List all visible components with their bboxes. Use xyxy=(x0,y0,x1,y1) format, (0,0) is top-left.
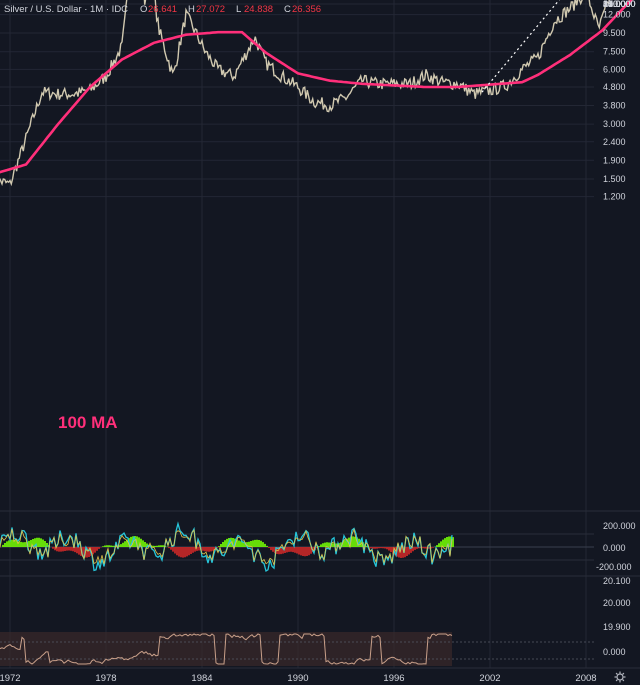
y-tick-label: 130.000 xyxy=(603,0,636,9)
osc1-yellow-line xyxy=(0,528,453,566)
y-tick-label: 210.000 xyxy=(603,0,636,9)
symbol-header: Silver / U.S. Dollar · 1M · IDC O 26.641 H… xyxy=(4,4,321,15)
ma-annotation-label: 100 MA xyxy=(58,413,118,432)
x-tick-label: 1972 xyxy=(0,673,21,684)
osc2-label-0: 0.000 xyxy=(603,647,626,657)
time-axis[interactable]: 1972197819841990199620022008201420202026… xyxy=(0,673,640,684)
x-tick-label: 1996 xyxy=(383,673,404,684)
y-tick-label: 170.000 xyxy=(603,0,636,9)
ma-100-line xyxy=(0,0,633,174)
osc1-label-neg200: -200.000 xyxy=(596,562,632,572)
y-tick-label: 7.500 xyxy=(603,47,626,57)
ohlc-value: 24.838 xyxy=(244,4,273,15)
osc2-label-20000: 20.000 xyxy=(603,598,631,608)
osc1-label-200: 200.000 xyxy=(603,521,636,531)
y-tick-label: 64.000 xyxy=(603,0,631,9)
y-tick-label: 6.000 xyxy=(603,64,626,74)
x-tick-label: 2002 xyxy=(479,673,500,684)
x-tick-label: 1978 xyxy=(95,673,116,684)
y-tick-label: 2.400 xyxy=(603,137,626,147)
y-tick-label: 1.200 xyxy=(603,192,626,202)
price-pane[interactable]: 100 MA xyxy=(0,0,640,432)
y-tick-label: 1.500 xyxy=(603,174,626,184)
x-tick-label: 1984 xyxy=(191,673,212,684)
ohlc-value: 26.356 xyxy=(292,4,321,15)
ohlc-key: L xyxy=(236,4,241,15)
gear-icon[interactable] xyxy=(614,671,626,683)
osc2-line xyxy=(0,633,453,665)
osc1-label-0: 0.000 xyxy=(603,543,626,553)
symbol-title: Silver / U.S. Dollar · 1M · IDC xyxy=(4,4,128,15)
price-gridlines xyxy=(0,3,594,198)
y-tick-label: 100.000 xyxy=(603,0,636,9)
x-tick-label: 2008 xyxy=(575,673,596,684)
osc2-label-19900: 19.900 xyxy=(603,622,631,632)
ohlc-value: 26.641 xyxy=(148,4,177,15)
y-tick-label: 30.000 xyxy=(603,0,631,9)
ohlc-key: C xyxy=(284,4,291,15)
y-tick-label: 1.900 xyxy=(603,155,626,165)
ohlc-key: O xyxy=(140,4,147,15)
y-tick-label: 24.000 xyxy=(603,0,631,9)
ohlc-key: H xyxy=(188,4,195,15)
oscillator-pane-2[interactable]: 20.100 20.000 19.900 0.000 xyxy=(0,576,631,666)
osc2-label-20100: 20.100 xyxy=(603,576,631,586)
ohlc-values: O 26.641 H 27.072 L 24.838 C 26.356 xyxy=(140,4,321,15)
y-tick-label: 15.000 xyxy=(603,0,631,9)
osc1-red-histogram xyxy=(0,547,434,558)
x-tick-label: 1990 xyxy=(287,673,308,684)
y-tick-label: 38.000 xyxy=(603,0,631,9)
y-tick-label: 3.000 xyxy=(603,119,626,129)
y-tick-label: 80.000 xyxy=(603,0,631,9)
y-tick-label: 12.000 xyxy=(603,10,631,20)
price-axis[interactable]: 210.000170.000130.000100.00080.00064.000… xyxy=(603,0,636,202)
y-tick-label: 4.800 xyxy=(603,82,626,92)
ohlc-value: 27.072 xyxy=(196,4,225,15)
y-tick-label: 3.800 xyxy=(603,100,626,110)
y-tick-label: 48.000 xyxy=(603,0,631,9)
channel-upper-line xyxy=(481,0,560,93)
y-tick-label: 19.000 xyxy=(603,0,631,9)
y-tick-label: 9.500 xyxy=(603,28,626,38)
oscillator-pane-1[interactable]: 200.000 0.000 -200.000 xyxy=(0,521,636,573)
osc1-green-histogram xyxy=(2,536,454,547)
